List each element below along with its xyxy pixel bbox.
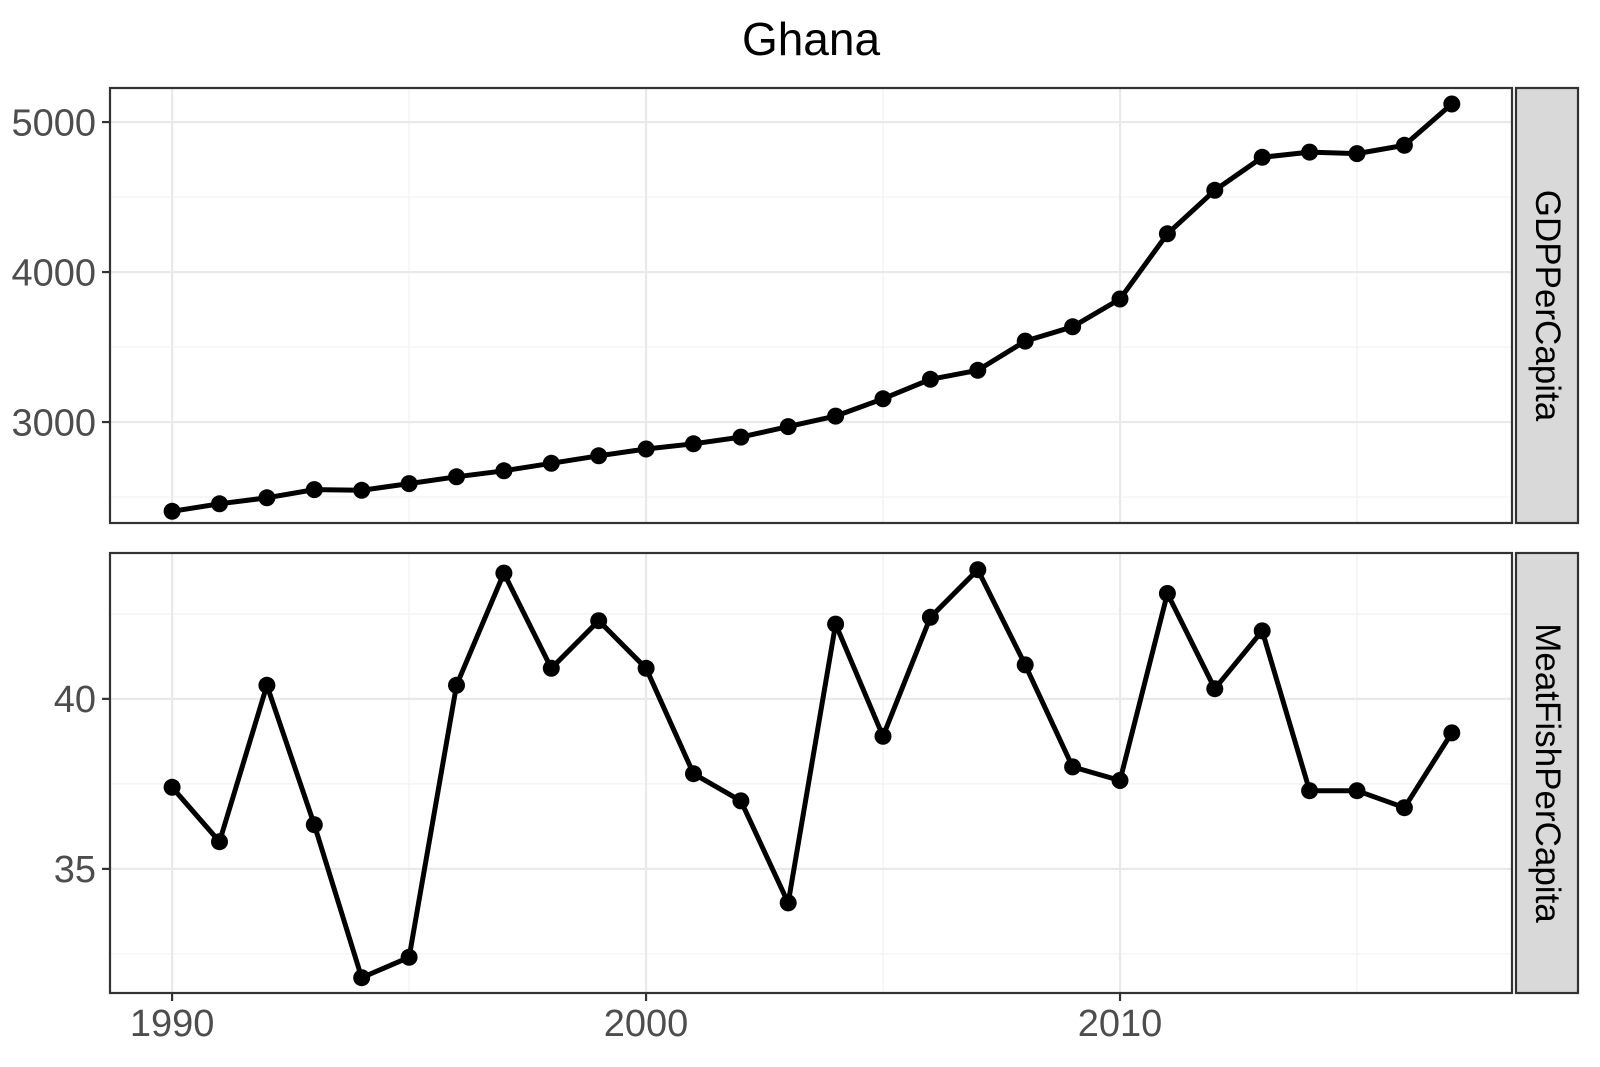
data-point xyxy=(779,418,797,436)
data-point xyxy=(211,495,228,513)
data-point xyxy=(1206,181,1224,199)
data-point xyxy=(1443,95,1461,113)
data-point xyxy=(258,489,276,507)
data-point xyxy=(211,833,228,851)
data-point xyxy=(305,816,323,834)
data-point xyxy=(1111,772,1129,789)
data-point xyxy=(1206,680,1224,698)
data-point xyxy=(921,608,939,626)
panel-border xyxy=(108,86,1514,525)
data-point xyxy=(448,676,465,694)
data-point xyxy=(542,454,560,472)
facet-strip-meatfish-background xyxy=(1514,551,1580,995)
data-point xyxy=(969,561,987,579)
panel-MeatFishPerCapita: 35 40 xyxy=(54,551,1514,995)
data-point xyxy=(874,727,892,745)
data-point xyxy=(542,659,560,677)
data-point xyxy=(637,440,655,458)
data-point xyxy=(400,948,418,966)
data-point xyxy=(163,778,181,796)
data-point xyxy=(1111,290,1129,308)
data-point xyxy=(779,894,797,912)
data-point xyxy=(590,447,608,465)
y-tick-label: 4000 xyxy=(11,252,96,294)
data-point xyxy=(1064,318,1082,336)
data-point xyxy=(827,407,845,425)
data-point xyxy=(827,615,845,633)
chart-title: Ghana xyxy=(742,13,881,65)
data-point xyxy=(1253,622,1271,640)
facet-strip-meatfish-label: MeatFishPerCapita xyxy=(1528,623,1567,923)
data-point xyxy=(732,428,750,446)
data-point xyxy=(353,969,371,987)
facet-strip-gdp: GDPPerCapita xyxy=(1514,86,1580,525)
data-point xyxy=(1395,136,1413,154)
data-point xyxy=(495,462,513,480)
data-point xyxy=(353,481,371,499)
y-tick-label: 35 xyxy=(54,849,96,891)
panel-border xyxy=(108,551,1514,995)
data-point xyxy=(732,792,750,810)
data-point xyxy=(590,612,608,630)
series-line xyxy=(169,567,1455,981)
data-point xyxy=(1253,148,1271,166)
facet-strip-gdp-label: GDPPerCapita xyxy=(1528,190,1567,422)
y-tick-label: 3000 xyxy=(11,402,96,444)
data-point xyxy=(1301,782,1319,800)
data-point xyxy=(258,676,276,694)
x-tick-label: 2010 xyxy=(1078,1003,1163,1045)
data-point xyxy=(1443,724,1461,742)
data-point xyxy=(685,765,702,783)
data-point xyxy=(637,659,655,677)
y-tick-label: 40 xyxy=(54,679,96,721)
data-point xyxy=(1016,656,1034,674)
data-point xyxy=(1158,225,1176,243)
data-point xyxy=(969,361,987,379)
data-point xyxy=(305,481,323,499)
data-point xyxy=(1348,145,1366,163)
data-point xyxy=(1064,758,1082,776)
panels-root: 3000 4000 5000 35 40 1990 2000 2010 xyxy=(11,86,1514,1045)
data-point xyxy=(1348,782,1366,800)
panel-background xyxy=(110,88,1512,523)
x-tick-label: 2000 xyxy=(604,1003,689,1045)
data-point xyxy=(400,475,418,493)
x-tick-label: 1990 xyxy=(130,1003,215,1045)
data-point xyxy=(163,502,181,520)
data-point xyxy=(1158,585,1176,602)
panel-GDPPerCapita: 3000 4000 5000 xyxy=(11,86,1514,525)
data-point xyxy=(1016,332,1034,350)
data-point xyxy=(921,370,939,388)
y-tick-label: 5000 xyxy=(11,102,96,144)
data-point xyxy=(685,435,702,453)
facet-strip-gdp-background xyxy=(1514,86,1580,525)
data-point xyxy=(448,468,465,486)
data-point xyxy=(495,564,513,582)
data-point xyxy=(874,390,892,408)
facet-strip-meatfish: MeatFishPerCapita xyxy=(1514,551,1580,995)
series-line xyxy=(169,101,1455,514)
data-point xyxy=(1395,799,1413,817)
data-point xyxy=(1301,143,1319,161)
